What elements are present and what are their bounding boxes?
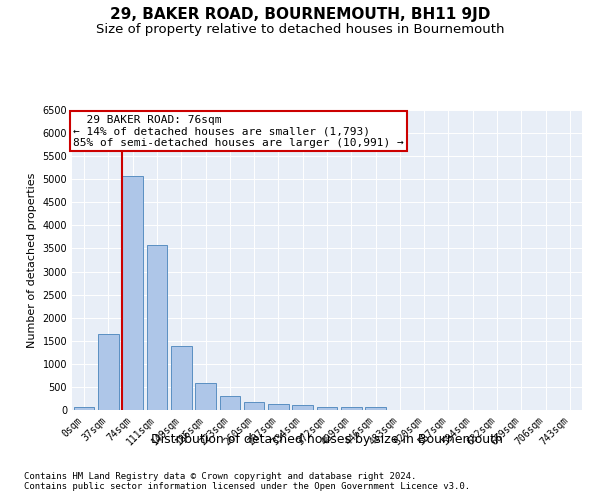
Bar (195, 383, 216, 410)
Bar (341, 408, 362, 410)
Bar (292, 406, 313, 410)
Text: 29, BAKER ROAD, BOURNEMOUTH, BH11 9JD: 29, BAKER ROAD, BOURNEMOUTH, BH11 9JD (110, 8, 490, 22)
Bar (244, 402, 265, 410)
Text: Distribution of detached houses by size in Bournemouth: Distribution of detached houses by size … (151, 432, 503, 446)
Text: Contains HM Land Registry data © Crown copyright and database right 2024.: Contains HM Land Registry data © Crown c… (24, 472, 416, 481)
Bar (146, 245, 167, 410)
Bar (220, 396, 240, 410)
Bar (365, 406, 386, 410)
Text: Size of property relative to detached houses in Bournemouth: Size of property relative to detached ho… (96, 22, 504, 36)
Y-axis label: Number of detached properties: Number of detached properties (27, 172, 37, 348)
Bar (268, 404, 289, 410)
Bar (74, 406, 94, 410)
Bar (122, 176, 143, 410)
Bar (98, 334, 119, 410)
Bar (171, 346, 191, 410)
Text: 29 BAKER ROAD: 76sqm
← 14% of detached houses are smaller (1,793)
85% of semi-de: 29 BAKER ROAD: 76sqm ← 14% of detached h… (73, 114, 404, 148)
Text: Contains public sector information licensed under the Open Government Licence v3: Contains public sector information licen… (24, 482, 470, 491)
Bar (317, 407, 337, 410)
